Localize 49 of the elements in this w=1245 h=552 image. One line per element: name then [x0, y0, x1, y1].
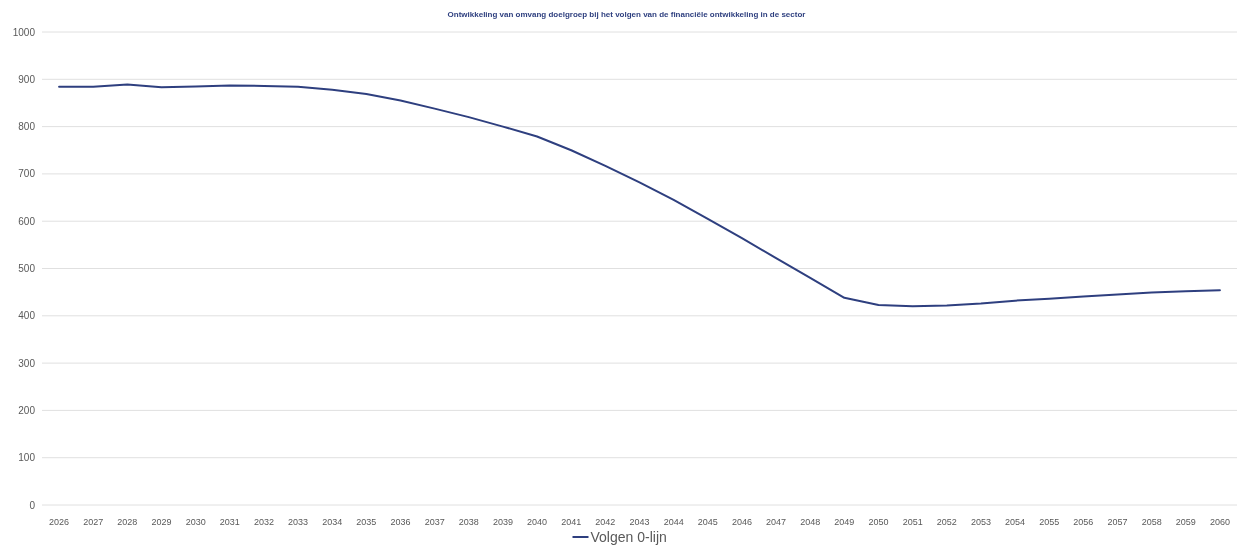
x-tick-label: 2031 [219, 517, 240, 527]
x-tick-label: 2056 [1073, 517, 1094, 527]
x-tick-label: 2049 [834, 517, 855, 527]
y-tick-label: 900 [18, 73, 36, 85]
y-tick-label: 600 [18, 215, 36, 227]
x-tick-label: 2042 [595, 517, 616, 527]
line-series [58, 83, 1221, 308]
x-tick-label: 2036 [390, 517, 411, 527]
x-tick-label: 2028 [117, 517, 138, 527]
x-tick-label: 2040 [527, 517, 548, 527]
x-tick-label: 2026 [49, 517, 70, 527]
y-tick-label: 100 [18, 452, 36, 464]
x-tick-label: 2041 [561, 517, 582, 527]
x-tick-label: 2048 [800, 517, 821, 527]
x-tick-label: 2045 [697, 517, 718, 527]
y-tick-label: 500 [18, 263, 36, 274]
x-tick-label: 2038 [458, 517, 479, 527]
x-tick-label: 2052 [936, 517, 957, 527]
x-tick-label: 2044 [663, 517, 684, 527]
legend-label: Volgen 0-lijn [590, 529, 667, 545]
x-tick-label: 2050 [868, 517, 889, 527]
x-tick-label: 2053 [970, 517, 991, 527]
x-tick-label: 2055 [1039, 517, 1060, 527]
x-tick-label: 2043 [629, 517, 650, 527]
y-tick-label: 1000 [12, 26, 36, 38]
x-tick-label: 2035 [356, 517, 377, 527]
x-tick-label: 2030 [185, 517, 206, 527]
y-tick-label: 200 [18, 404, 36, 416]
y-tick-label: 300 [18, 357, 36, 369]
chart-title: Ontwikkeling van omvang doelgroep bij het volgen van de financiële ontwikkeling in de sector [447, 10, 806, 19]
x-tick-label: 2039 [492, 517, 513, 527]
x-tick-label: 2054 [1005, 517, 1026, 527]
y-tick-label: 400 [18, 310, 36, 322]
x-tick-label: 2034 [322, 517, 343, 527]
x-tick-label: 2032 [253, 517, 274, 527]
x-tick-label: 2029 [151, 517, 172, 527]
x-tick-label: 2060 [1209, 517, 1230, 527]
y-tick-label: 800 [18, 121, 36, 133]
y-tick-label: 0 [29, 499, 36, 511]
y-tick-label: 700 [18, 168, 36, 180]
x-tick-label: 2058 [1141, 517, 1162, 527]
x-tick-label: 2051 [902, 517, 923, 527]
x-tick-label: 2059 [1175, 517, 1196, 527]
x-tick-label: 2033 [288, 517, 309, 527]
x-tick-label: 2046 [731, 517, 752, 527]
x-tick-label: 2057 [1107, 517, 1128, 527]
x-tick-label: 2047 [766, 517, 787, 527]
x-tick-label: 2027 [83, 517, 104, 527]
x-tick-label: 2037 [424, 517, 445, 527]
